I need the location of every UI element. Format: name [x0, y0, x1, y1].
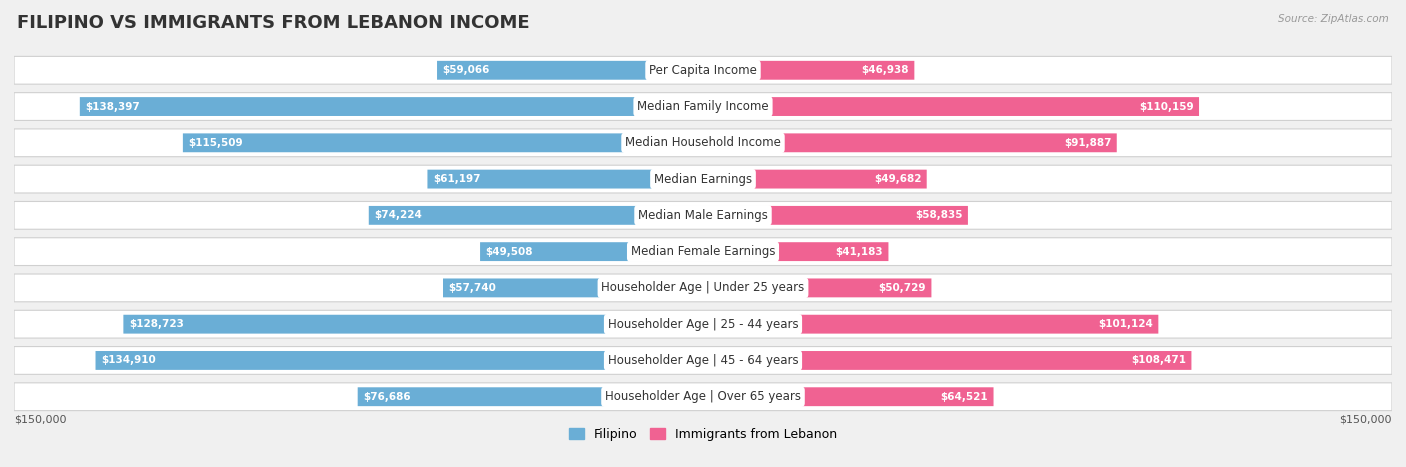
Text: $49,508: $49,508 — [485, 247, 533, 257]
Text: $57,740: $57,740 — [449, 283, 496, 293]
Text: Householder Age | 45 - 64 years: Householder Age | 45 - 64 years — [607, 354, 799, 367]
Text: Median Family Income: Median Family Income — [637, 100, 769, 113]
Text: $91,887: $91,887 — [1064, 138, 1111, 148]
FancyBboxPatch shape — [14, 92, 1392, 120]
FancyBboxPatch shape — [14, 383, 1392, 410]
Text: Median Female Earnings: Median Female Earnings — [631, 245, 775, 258]
FancyBboxPatch shape — [703, 387, 994, 406]
Text: $115,509: $115,509 — [188, 138, 243, 148]
Text: $76,686: $76,686 — [363, 392, 411, 402]
FancyBboxPatch shape — [14, 165, 1392, 193]
Text: Householder Age | Over 65 years: Householder Age | Over 65 years — [605, 390, 801, 403]
FancyBboxPatch shape — [14, 129, 1392, 157]
FancyBboxPatch shape — [703, 315, 1159, 333]
Text: FILIPINO VS IMMIGRANTS FROM LEBANON INCOME: FILIPINO VS IMMIGRANTS FROM LEBANON INCO… — [17, 14, 530, 32]
Text: $150,000: $150,000 — [14, 414, 66, 424]
Text: $64,521: $64,521 — [941, 392, 988, 402]
FancyBboxPatch shape — [183, 134, 703, 152]
Text: $110,159: $110,159 — [1139, 101, 1194, 112]
Text: Median Household Income: Median Household Income — [626, 136, 780, 149]
FancyBboxPatch shape — [14, 57, 1392, 84]
Text: $74,224: $74,224 — [374, 210, 422, 220]
Text: $108,471: $108,471 — [1130, 355, 1187, 366]
Text: $59,066: $59,066 — [443, 65, 489, 75]
FancyBboxPatch shape — [14, 274, 1392, 302]
Legend: Filipino, Immigrants from Lebanon: Filipino, Immigrants from Lebanon — [564, 423, 842, 446]
Text: Median Earnings: Median Earnings — [654, 173, 752, 185]
FancyBboxPatch shape — [96, 351, 703, 370]
Text: $128,723: $128,723 — [129, 319, 184, 329]
Text: $49,682: $49,682 — [873, 174, 921, 184]
Text: Householder Age | Under 25 years: Householder Age | Under 25 years — [602, 282, 804, 294]
FancyBboxPatch shape — [703, 351, 1191, 370]
FancyBboxPatch shape — [368, 206, 703, 225]
Text: Householder Age | 25 - 44 years: Householder Age | 25 - 44 years — [607, 318, 799, 331]
Text: $41,183: $41,183 — [835, 247, 883, 257]
Text: $134,910: $134,910 — [101, 355, 156, 366]
FancyBboxPatch shape — [14, 347, 1392, 375]
Text: Median Male Earnings: Median Male Earnings — [638, 209, 768, 222]
FancyBboxPatch shape — [479, 242, 703, 261]
FancyBboxPatch shape — [437, 61, 703, 80]
Text: $50,729: $50,729 — [879, 283, 927, 293]
FancyBboxPatch shape — [14, 201, 1392, 229]
FancyBboxPatch shape — [703, 134, 1116, 152]
FancyBboxPatch shape — [357, 387, 703, 406]
Text: $150,000: $150,000 — [1340, 414, 1392, 424]
FancyBboxPatch shape — [14, 238, 1392, 266]
FancyBboxPatch shape — [703, 206, 967, 225]
Text: $138,397: $138,397 — [86, 101, 141, 112]
Text: $46,938: $46,938 — [862, 65, 908, 75]
Text: $58,835: $58,835 — [915, 210, 963, 220]
FancyBboxPatch shape — [443, 278, 703, 297]
FancyBboxPatch shape — [427, 170, 703, 189]
FancyBboxPatch shape — [703, 278, 931, 297]
FancyBboxPatch shape — [80, 97, 703, 116]
FancyBboxPatch shape — [703, 97, 1199, 116]
FancyBboxPatch shape — [703, 61, 914, 80]
FancyBboxPatch shape — [703, 242, 889, 261]
Text: $61,197: $61,197 — [433, 174, 481, 184]
Text: $101,124: $101,124 — [1098, 319, 1153, 329]
FancyBboxPatch shape — [124, 315, 703, 333]
Text: Per Capita Income: Per Capita Income — [650, 64, 756, 77]
FancyBboxPatch shape — [703, 170, 927, 189]
FancyBboxPatch shape — [14, 310, 1392, 338]
Text: Source: ZipAtlas.com: Source: ZipAtlas.com — [1278, 14, 1389, 24]
